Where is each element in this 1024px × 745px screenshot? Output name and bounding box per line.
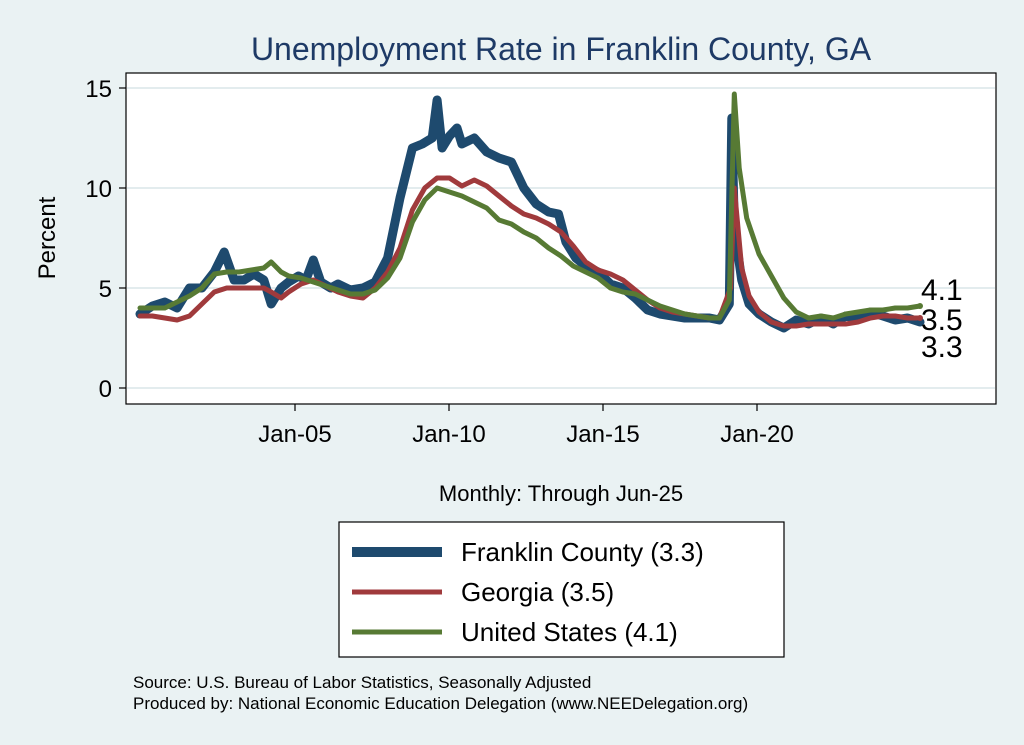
legend-label-0: Franklin County (3.3) [461,537,704,567]
chart-title: Unemployment Rate in Franklin County, GA [251,31,872,67]
x-tick-label-Jan-05: Jan-05 [258,421,331,448]
x-axis-ticks: Jan-05 Jan-10 Jan-15 Jan-20 [258,404,794,448]
x-tick-label-Jan-20: Jan-20 [720,421,793,448]
x-axis-caption: Monthly: Through Jun-25 [439,481,683,506]
producer-note: Produced by: National Economic Education… [133,694,748,713]
series-lines [135,91,925,333]
series-line-2 [137,91,923,321]
y-tick-label-10: 10 [85,176,112,203]
end-labels: 3.33.54.1 [917,274,963,364]
end-label-0: 3.3 [921,331,963,364]
y-tick-label-5: 5 [99,276,112,303]
end-label-1: 3.5 [921,304,963,337]
legend-label-1: Georgia (3.5) [461,577,614,607]
end-point-1 [917,315,923,321]
source-note: Source: U.S. Bureau of Labor Statistics,… [133,673,591,692]
y-axis-ticks: 0 5 10 15 [85,76,126,403]
x-tick-label-Jan-10: Jan-10 [412,421,485,448]
y-axis-label: Percent [34,196,61,279]
x-tick-label-Jan-15: Jan-15 [566,421,639,448]
end-point-2 [917,303,923,309]
end-label-2: 4.1 [921,274,963,307]
legend-label-2: United States (4.1) [461,617,678,647]
y-tick-label-15: 15 [85,76,112,103]
gridlines [127,87,995,389]
legend: Franklin County (3.3) Georgia (3.5) United… [352,537,704,647]
y-tick-label-0: 0 [99,376,112,403]
series-line-1 [137,175,923,329]
